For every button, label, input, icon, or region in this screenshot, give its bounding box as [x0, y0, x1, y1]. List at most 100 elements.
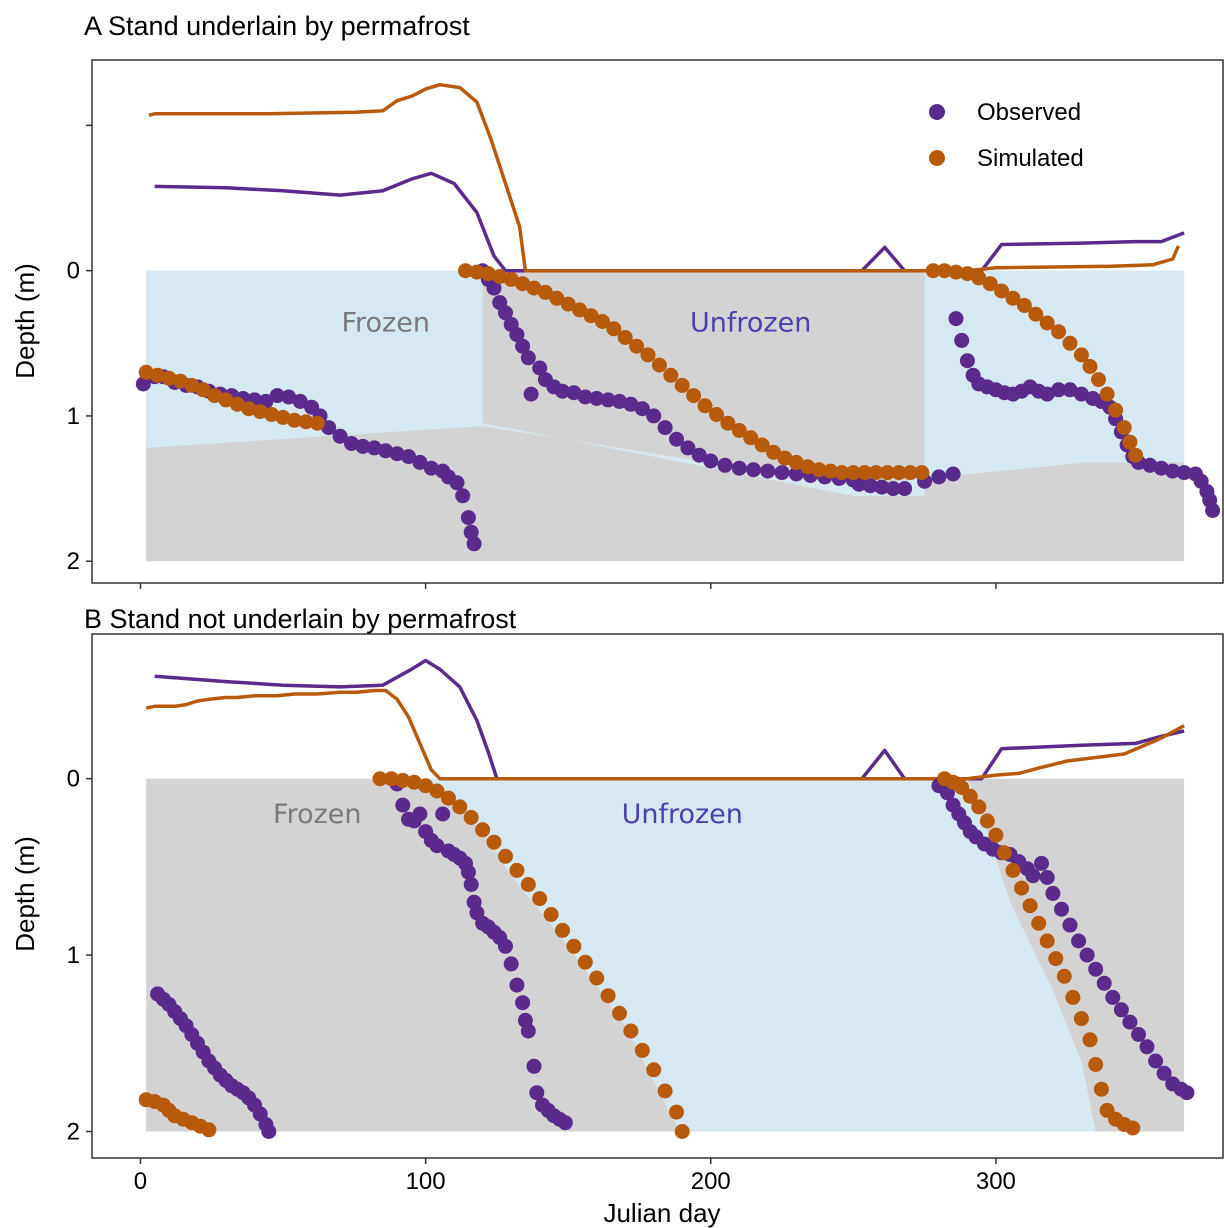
- observed-point: [486, 280, 502, 296]
- simulated-point: [286, 412, 302, 428]
- simulated-point: [509, 862, 525, 878]
- observed-point: [1122, 1014, 1138, 1030]
- simulated-point: [612, 1005, 627, 1021]
- observed-point: [281, 389, 297, 405]
- simulated-point: [1099, 386, 1115, 402]
- observed-point: [1051, 382, 1067, 398]
- x-axis-title: Julian day: [603, 1198, 720, 1228]
- simulated-point: [640, 347, 656, 363]
- simulated-point: [1122, 434, 1138, 450]
- simulated-point: [959, 266, 975, 282]
- panel-border: [91, 59, 1224, 584]
- simulated-point: [1039, 315, 1055, 331]
- simulated-point: [1073, 1011, 1089, 1027]
- observed-point: [577, 389, 593, 405]
- simulated-point: [543, 907, 559, 922]
- simulated-point: [532, 891, 548, 907]
- observed-point: [1139, 1039, 1155, 1055]
- simulated-point: [1016, 298, 1032, 313]
- simulated-point: [891, 465, 907, 481]
- observed-point: [463, 877, 479, 892]
- simulated-point: [195, 382, 211, 398]
- observed-point: [412, 454, 428, 470]
- simulated-point: [560, 296, 576, 312]
- observed-point: [760, 463, 776, 479]
- simulated-point: [1051, 324, 1067, 340]
- simulated-point: [1031, 915, 1047, 931]
- observed-point: [948, 311, 964, 327]
- simulated-point: [880, 465, 895, 481]
- observed-point: [897, 481, 913, 497]
- simulated-point: [1005, 290, 1021, 306]
- simulated-point: [845, 465, 861, 481]
- simulated-point: [309, 415, 325, 431]
- observed-point: [612, 393, 627, 409]
- simulated-point: [372, 771, 388, 787]
- simulated-point: [172, 373, 188, 389]
- simulated-point: [1048, 951, 1064, 967]
- legend: Observed Simulated: [929, 99, 1084, 172]
- simulated-point: [709, 407, 724, 422]
- observed-point: [460, 510, 476, 526]
- simulated-point: [207, 388, 223, 404]
- observed-point: [344, 436, 359, 451]
- observed-point: [509, 327, 525, 343]
- observed-point: [885, 481, 901, 497]
- observed-point: [1073, 386, 1089, 402]
- simulated-point: [1005, 862, 1021, 878]
- simulated-point: [537, 284, 553, 300]
- simulated-point: [720, 415, 736, 431]
- simulated-point: [241, 401, 257, 417]
- simulated-point: [1065, 989, 1081, 1005]
- simulated-point: [503, 271, 519, 287]
- simulated-point: [452, 799, 468, 815]
- simulated-point: [218, 392, 234, 408]
- simulated-point: [925, 263, 941, 279]
- simulated-point: [617, 330, 633, 345]
- observed-point: [423, 460, 439, 476]
- observed-point: [959, 353, 975, 369]
- simulated-point: [138, 364, 154, 380]
- observed-point: [401, 449, 416, 465]
- observed-point: [555, 383, 570, 399]
- observed-point: [945, 466, 961, 482]
- observed-point: [862, 478, 878, 494]
- observed-point: [523, 386, 539, 402]
- y-tick-label: 0: [67, 258, 80, 285]
- simulated-point: [937, 263, 953, 279]
- observed-point: [1148, 1053, 1164, 1069]
- observed-point: [378, 443, 394, 459]
- observed-point: [466, 536, 482, 552]
- observed-point: [1156, 1065, 1172, 1081]
- observed-point: [321, 420, 337, 436]
- simulated-point: [1093, 1081, 1109, 1097]
- simulated-point: [1091, 372, 1106, 388]
- simulated-point: [406, 774, 422, 790]
- observed-point: [515, 995, 531, 1011]
- observed-point: [1054, 901, 1069, 917]
- observed-point: [429, 838, 445, 854]
- observed-point: [498, 305, 513, 321]
- simulated-point: [463, 810, 479, 825]
- observed-point: [1142, 457, 1158, 473]
- observed-point: [1025, 868, 1041, 884]
- simulated-point: [498, 848, 513, 864]
- observed-point: [557, 1115, 573, 1131]
- observed-point: [717, 457, 733, 473]
- simulated-point: [526, 280, 542, 296]
- simulated-point: [594, 314, 610, 329]
- simulated-point: [1082, 359, 1098, 374]
- simulated-point: [788, 454, 804, 470]
- panel-b: Frozen Unfrozen 0 1 2 0 100 200 300: [67, 633, 1224, 1195]
- simulated-point: [731, 423, 747, 438]
- simulated-point: [686, 388, 702, 404]
- y-tick-label: 2: [67, 548, 80, 575]
- observed-point: [1179, 1085, 1195, 1101]
- simulated-point: [600, 988, 616, 1004]
- observed-point: [292, 393, 308, 409]
- observed-point: [1113, 1002, 1129, 1018]
- x-tick-label: 200: [691, 1168, 731, 1195]
- observed-point: [1096, 975, 1112, 991]
- simulated-point: [1028, 306, 1044, 322]
